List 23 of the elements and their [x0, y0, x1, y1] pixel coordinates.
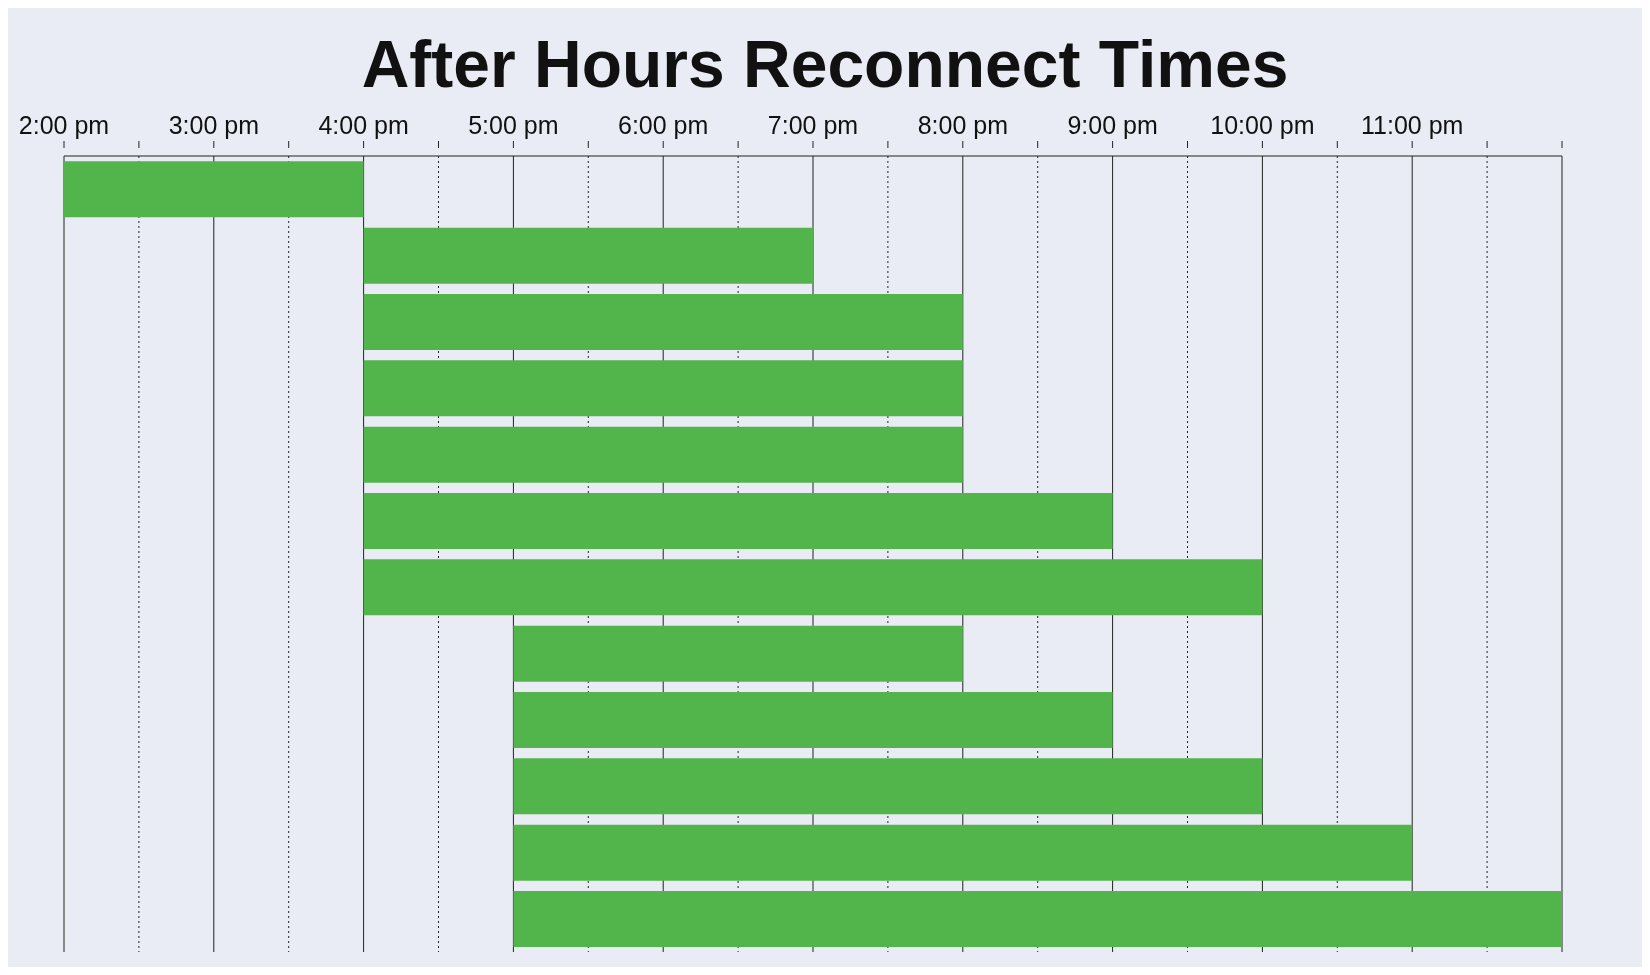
bar — [363, 426, 963, 483]
bar — [513, 824, 1413, 881]
x-tick-label: 10:00 pm — [1210, 111, 1315, 139]
x-tick-label: 6:00 pm — [618, 111, 709, 139]
x-tick-label: 9:00 pm — [1067, 111, 1158, 139]
x-tick-label: 3:00 pm — [168, 111, 259, 139]
bar — [363, 492, 1113, 549]
bar — [513, 625, 963, 682]
x-tick-label: 2:00 pm — [18, 111, 110, 139]
bar — [513, 691, 1113, 748]
x-tick-label: 11:00 pm — [1361, 111, 1464, 139]
bar — [363, 360, 963, 417]
bar — [363, 293, 963, 350]
bar — [363, 227, 813, 284]
x-tick-label: 7:00 pm — [767, 111, 859, 139]
x-tick-label: 8:00 pm — [917, 111, 1008, 139]
bar — [64, 161, 364, 218]
bar — [363, 559, 1263, 616]
x-tick-label: 5:00 pm — [468, 111, 559, 139]
x-tick-label: 4:00 pm — [318, 111, 409, 139]
bar — [513, 758, 1263, 815]
bar — [513, 890, 1562, 947]
chart-title: After Hours Reconnect Times — [360, 26, 1290, 103]
